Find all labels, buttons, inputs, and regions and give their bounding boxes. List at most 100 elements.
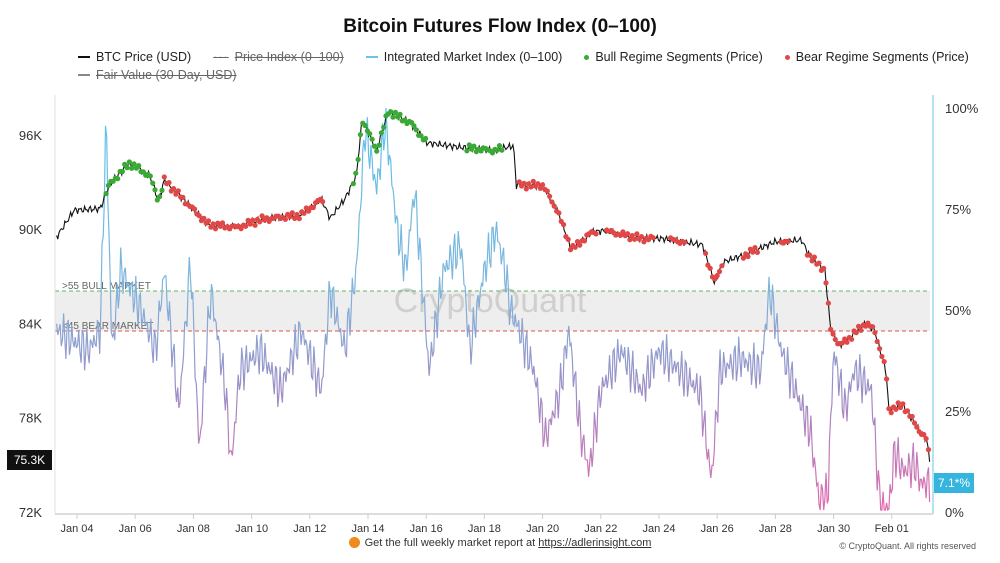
- right-axis-tick-label: 25%: [945, 404, 971, 419]
- bull-regime-marker: [418, 133, 424, 139]
- bear-regime-marker: [825, 300, 832, 306]
- bear-regime-marker: [219, 220, 226, 226]
- index-line: [56, 107, 931, 512]
- bull-regime-marker: [376, 142, 382, 148]
- bear-regime-marker: [535, 181, 541, 187]
- bear-regime-marker: [754, 249, 761, 255]
- bull-regime-marker: [390, 114, 396, 120]
- bull-regime-marker: [103, 191, 109, 197]
- bull-regime-marker: [357, 132, 363, 138]
- bear-regime-marker: [629, 233, 635, 239]
- bear-regime-marker: [245, 217, 251, 223]
- bull-regime-marker: [124, 165, 130, 171]
- footer-link[interactable]: https://adlerinsight.com: [538, 537, 652, 549]
- bear-regime-marker: [252, 222, 258, 228]
- bull-regime-marker: [350, 181, 356, 187]
- bear-regime-marker: [516, 179, 522, 185]
- x-axis-tick-label: Jan 10: [235, 523, 268, 535]
- index-series: [56, 107, 931, 512]
- legend-label: Integrated Market Index (0–100): [383, 50, 563, 64]
- bear-regime-marker: [807, 252, 813, 258]
- bull-regime-marker: [411, 123, 417, 129]
- bull-regime-marker: [367, 131, 373, 137]
- bear-regime-marker: [879, 353, 885, 360]
- left-axis-tick-label: 90K: [19, 222, 42, 237]
- bear-regime-marker: [625, 231, 631, 237]
- bear-regime-marker: [911, 420, 918, 426]
- bear-regime-marker: [923, 436, 929, 442]
- x-axis-tick-label: Jan 28: [759, 523, 792, 535]
- bear-regime-marker: [634, 231, 640, 237]
- bull-regime-marker: [105, 182, 111, 189]
- bear-regime-marker: [839, 340, 845, 346]
- bear-regime-marker: [830, 331, 836, 337]
- bear-regime-marker: [247, 221, 253, 227]
- bull-regime-marker: [423, 135, 429, 142]
- x-axis-tick-label: Jan 06: [119, 523, 152, 535]
- bull-regime-marker: [136, 163, 142, 169]
- bear-regime-marker: [893, 406, 899, 412]
- bear-regime-marker: [259, 213, 265, 219]
- bear-regime-marker: [632, 236, 638, 242]
- legend-label: Bear Regime Segments (Price): [795, 50, 969, 64]
- bull-regime-marker: [119, 168, 125, 175]
- bear-regime-marker: [895, 400, 901, 406]
- x-axis-tick-label: Jan 18: [468, 523, 501, 535]
- bear-regime-marker: [556, 210, 562, 216]
- bear-regime-marker: [289, 210, 295, 216]
- bear-regime-marker: [540, 182, 546, 188]
- bull-regime-marker: [355, 156, 361, 163]
- bear-regime-marker: [257, 219, 263, 225]
- bear-regime-marker: [549, 199, 555, 205]
- bear-regime-marker: [544, 188, 550, 194]
- legend-item-btc-price[interactable]: BTC Price (USD): [78, 50, 191, 64]
- bear-regime-marker: [561, 222, 567, 228]
- bull-regime-marker: [369, 136, 375, 142]
- bear-regime-marker: [888, 410, 894, 416]
- legend-item-integrated-index[interactable]: Integrated Market Index (0–100): [365, 50, 563, 64]
- x-axis-tick-label: Jan 08: [177, 523, 210, 535]
- bull-regime-marker: [471, 143, 477, 149]
- bear-regime-marker: [521, 180, 527, 186]
- bull-regime-marker: [371, 143, 377, 149]
- legend-label: Price Index (0–100): [234, 50, 344, 64]
- footer-text: Get the full weekly market report at: [364, 537, 536, 549]
- legend-item-fair-value[interactable]: Fair Value (30-Day, USD): [78, 68, 237, 82]
- legend-item-bear-regime[interactable]: Bear Regime Segments (Price): [784, 50, 969, 64]
- bear-regime-marker: [707, 265, 713, 271]
- bull-regime-marker: [499, 147, 505, 153]
- bull-regime-marker: [397, 111, 403, 117]
- bull-regime-marker: [392, 109, 398, 115]
- bear-regime-marker: [897, 404, 904, 411]
- bear-regime-marker: [310, 204, 316, 211]
- bear-regime-marker: [909, 413, 915, 420]
- bull-regime-marker: [159, 187, 165, 193]
- right-axis-tick-label: 0%: [945, 505, 964, 520]
- x-axis-tick-label: Jan 04: [60, 523, 93, 535]
- legend-item-price-index[interactable]: ··· Price Index (0–100): [213, 50, 344, 64]
- x-axis-tick-label: Jan 24: [642, 523, 675, 535]
- bull-regime-marker: [374, 148, 380, 154]
- legend-label: Bull Regime Segments (Price): [595, 50, 763, 64]
- bear-regime-marker: [809, 258, 815, 264]
- bear-regime-marker: [714, 273, 720, 279]
- bear-regime-marker: [205, 218, 212, 224]
- bear-regime-marker: [785, 238, 791, 244]
- x-axis-tick-label: Jan 30: [817, 523, 850, 535]
- bear-regime-marker: [703, 250, 709, 256]
- bear-regime-marker: [914, 424, 920, 430]
- x-axis-tick-label: Jan 20: [526, 523, 559, 535]
- bear-regime-marker: [201, 215, 207, 221]
- bear-regime-marker: [593, 231, 599, 237]
- bear-regime-marker: [581, 238, 588, 244]
- bull-regime-marker: [152, 187, 158, 193]
- bear-regime-marker: [292, 215, 298, 221]
- bear-regime-marker: [638, 234, 645, 240]
- bull-regime-marker: [353, 170, 359, 176]
- bear-regime-marker: [196, 213, 202, 219]
- bear-regime-marker: [900, 401, 906, 407]
- bear-regime-marker: [567, 247, 574, 253]
- coin-icon: [348, 537, 360, 548]
- legend-item-bull-regime[interactable]: Bull Regime Segments (Price): [584, 50, 763, 64]
- bear-regime-marker: [925, 447, 932, 453]
